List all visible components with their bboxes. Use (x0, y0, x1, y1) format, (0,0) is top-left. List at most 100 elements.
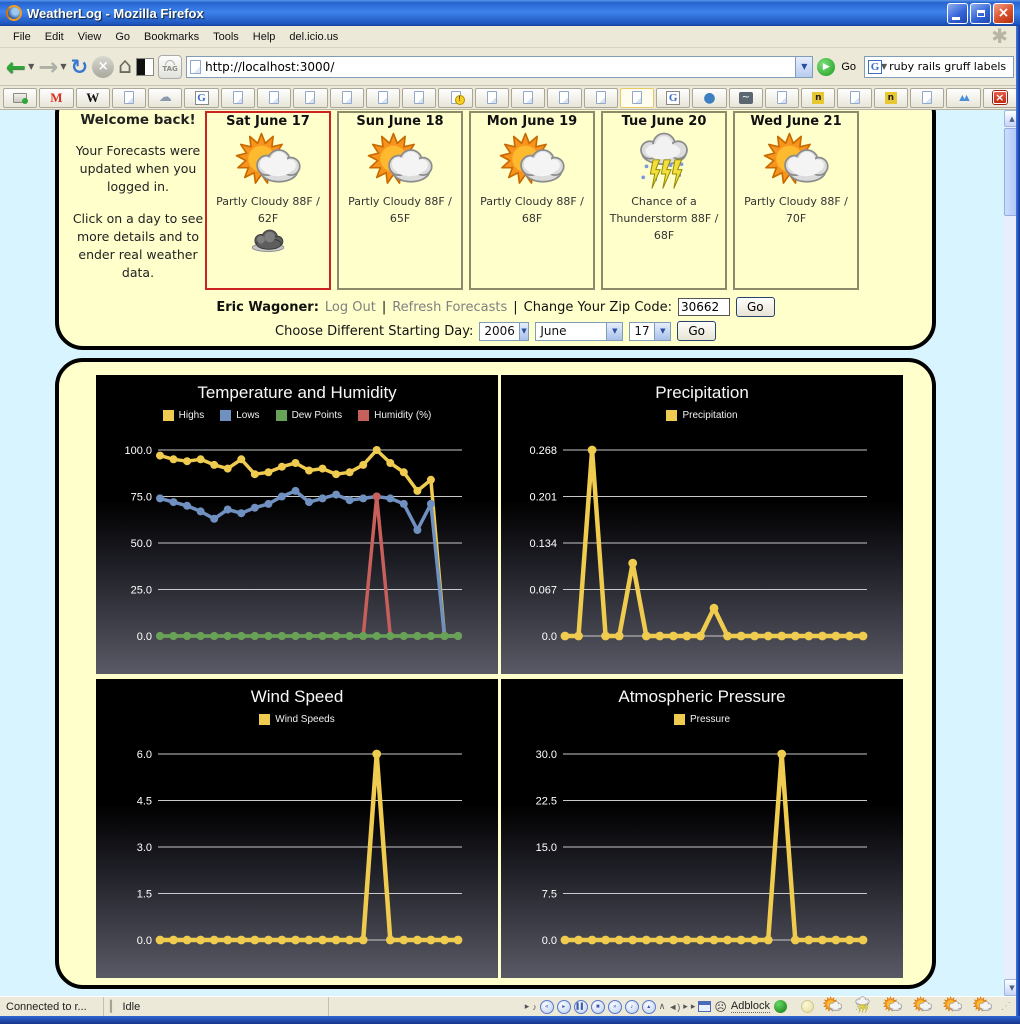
menu-edit[interactable]: Edit (44, 30, 64, 43)
refresh-forecasts-link[interactable]: Refresh Forecasts (392, 299, 508, 315)
bookmark-page-icon[interactable] (547, 87, 582, 108)
bookmark-page-icon[interactable] (837, 87, 872, 108)
forecast-card-1[interactable]: Sat June 17 Partly Cloudy 88F / 62F (205, 111, 331, 290)
year-select[interactable]: 2006 ▼ (479, 321, 530, 341)
play-button[interactable]: ▸ (556, 999, 571, 1014)
svg-text:1.5: 1.5 (137, 889, 152, 901)
bookmark-page-icon[interactable] (111, 87, 147, 108)
menu-file[interactable]: File (13, 30, 31, 43)
menu-del-icio-us[interactable]: del.icio.us (289, 30, 339, 43)
bookmark-page-icon[interactable] (402, 87, 437, 108)
forecast-card-3[interactable]: Mon June 19 Partly Cloudy 88F / 68F (469, 111, 595, 290)
adblock-label[interactable]: Adblock (730, 1000, 770, 1013)
bookmark-close-icon[interactable]: × (982, 87, 1017, 108)
bookmarks-toolbar: M W ☁ G G ● ~ n n ▲▲ × (0, 86, 1020, 110)
minimize-button[interactable] (947, 2, 968, 24)
close-button[interactable]: × (993, 2, 1014, 24)
menu-tools[interactable]: Tools (213, 30, 239, 43)
bookmark-page-icon[interactable] (329, 87, 364, 108)
chevron-down-icon: ▼ (654, 322, 671, 340)
legend-item: Precipitation (666, 409, 738, 421)
tag-button[interactable]: TAG (158, 54, 183, 79)
forecast-card-2[interactable]: Sun June 18 Partly Cloudy 88F / 65F (337, 111, 463, 290)
eject-button[interactable]: ▴ (641, 999, 656, 1014)
menu-bookmarks[interactable]: Bookmarks (144, 30, 200, 43)
bookmark-alert-page-icon[interactable] (438, 87, 473, 108)
menu-help[interactable]: Help (252, 30, 276, 43)
bookmark-selected-page-icon[interactable] (619, 87, 655, 108)
bookmark-page-icon[interactable] (583, 87, 618, 108)
reload-button[interactable]: ↻ (70, 54, 89, 79)
search-box[interactable]: G ▼ ruby rails gruff labels (864, 55, 1014, 78)
bookmark-wave-icon[interactable]: ~ (728, 87, 763, 108)
zip-input[interactable] (677, 298, 730, 316)
google-search-icon[interactable]: G (868, 59, 882, 74)
url-bar[interactable]: http://localhost:3000/ ▼ (186, 55, 814, 78)
forecast-day-label: Sat June 17 (226, 114, 310, 129)
note-button[interactable]: ♪ (624, 999, 639, 1014)
stop-button[interactable]: ■ (590, 999, 605, 1014)
go-label[interactable]: Go (841, 60, 856, 73)
bookmark-cloud-icon[interactable]: ☁ (148, 87, 183, 108)
starting-day-go-button[interactable]: Go (677, 321, 716, 341)
next-button[interactable]: » (607, 999, 622, 1014)
menu-view[interactable]: View (77, 30, 102, 43)
svg-text:75.0: 75.0 (131, 492, 152, 504)
url-dropdown-icon[interactable]: ▼ (795, 56, 813, 77)
go-icon[interactable]: ▶ (817, 57, 836, 76)
bookmark-npr-icon[interactable]: n (873, 87, 909, 108)
bookmark-page-icon[interactable] (764, 87, 800, 108)
printer-icon (13, 92, 29, 104)
forward-button[interactable]: → (38, 52, 59, 81)
adblock-enabled-icon[interactable] (774, 1000, 787, 1013)
bookmark-google-icon[interactable]: G (656, 87, 691, 108)
bookmark-page-icon[interactable] (256, 87, 292, 108)
bookmark-printer-icon[interactable] (3, 87, 38, 108)
bookmark-gmail-icon[interactable]: M (39, 87, 74, 108)
bookmark-page-icon[interactable] (365, 87, 401, 108)
resize-grip[interactable]: ⋰ (1001, 1001, 1012, 1012)
url-input[interactable]: http://localhost:3000/ (205, 59, 335, 74)
svg-text:25.0: 25.0 (131, 585, 152, 597)
extension-button[interactable] (136, 57, 155, 76)
logout-link[interactable]: Log Out (324, 299, 376, 315)
forward-dropdown-icon[interactable]: ▼ (60, 62, 67, 71)
bookmark-page-icon[interactable] (910, 87, 945, 108)
bookmark-page-icon[interactable] (293, 87, 328, 108)
legend-swatch-icon (220, 409, 232, 421)
chevron-down-icon: ▼ (606, 322, 623, 340)
day-select[interactable]: 17 ▼ (629, 321, 672, 341)
restore-button[interactable] (970, 2, 991, 24)
thunderstorm-icon (640, 132, 688, 189)
statusbar-partly-cloudy-icon (972, 996, 993, 1017)
forecast-cards: Sat June 17 Partly Cloudy 88F / 62F Sun … (205, 111, 859, 290)
search-input[interactable]: ruby rails gruff labels (889, 60, 1007, 73)
status-bar: Connected to r... ▎ Idle ▸ ♪ «▸ ▌▌ ■» ♪ ▴ ∧ ◄) ▸ ▸… (0, 996, 1020, 1016)
bookmark-google-icon[interactable]: G (184, 87, 219, 108)
forecast-condition: Partly Cloudy 88F / 65F (348, 195, 452, 225)
prev-button[interactable]: « (539, 999, 554, 1014)
back-dropdown-icon[interactable]: ▼ (28, 62, 35, 71)
zip-go-button[interactable]: Go (735, 297, 775, 317)
month-select[interactable]: June ▼ (535, 321, 624, 341)
search-engine-dropdown-icon[interactable]: ▼ (881, 62, 888, 71)
bookmark-page-icon[interactable] (474, 87, 509, 108)
bookmark-npr-icon[interactable]: n (801, 87, 836, 108)
home-button[interactable]: ⌂ (118, 54, 133, 79)
bookmark-mountain-icon[interactable]: ▲▲ (946, 87, 981, 108)
bookmark-wikipedia-icon[interactable]: W (75, 87, 110, 108)
forecast-card-4[interactable]: Tue June 20 Chance of a Thunderstorm 88F… (601, 111, 727, 290)
page-icon (849, 91, 860, 104)
bookmark-drupal-icon[interactable]: ● (692, 87, 727, 108)
bookmark-page-icon[interactable] (510, 87, 546, 108)
back-button[interactable]: ← (6, 52, 27, 81)
svg-text:0.0: 0.0 (542, 631, 557, 643)
forecast-card-5[interactable]: Wed June 21 Partly Cloudy 88F / 70F (733, 111, 859, 290)
page-icon (523, 91, 534, 104)
stop-button[interactable]: × (92, 55, 115, 78)
menu-go[interactable]: Go (115, 30, 131, 43)
bookmark-page-icon[interactable] (220, 87, 255, 108)
page-icon (559, 91, 570, 104)
legend-swatch-icon (666, 409, 678, 421)
pause-button[interactable]: ▌▌ (573, 999, 588, 1014)
